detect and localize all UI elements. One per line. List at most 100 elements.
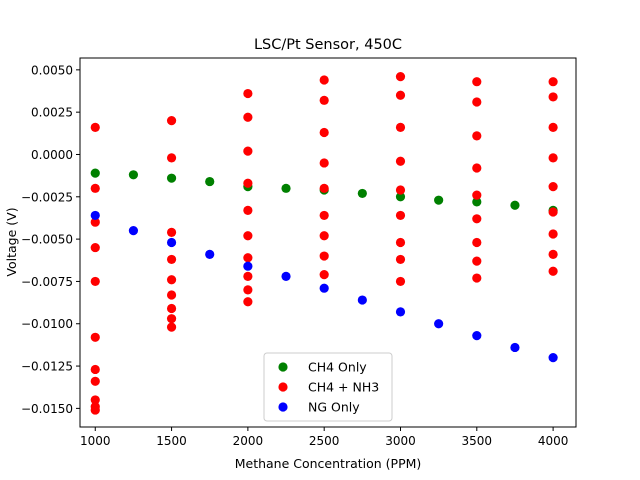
data-point: [395, 276, 406, 287]
data-point: [472, 163, 482, 173]
data-point: [472, 256, 482, 266]
data-point: [128, 170, 139, 180]
y-tick-label: −0.0025: [21, 190, 73, 204]
data-point: [166, 153, 177, 163]
data-point: [548, 249, 558, 259]
data-point: [357, 188, 367, 199]
data-point: [90, 210, 100, 221]
legend-label: NG Only: [308, 400, 360, 415]
data-point: [243, 112, 253, 122]
legend-marker: [278, 402, 288, 412]
data-point: [90, 276, 100, 287]
data-point: [90, 217, 100, 227]
y-tick-label: −0.0050: [21, 233, 73, 247]
data-point: [128, 226, 139, 236]
x-tick-label: 2500: [309, 434, 340, 448]
data-point: [166, 227, 177, 237]
x-tick-label: 2000: [233, 434, 264, 448]
data-point: [472, 273, 482, 283]
y-tick-label: −0.0150: [21, 402, 73, 416]
data-point: [205, 176, 215, 187]
data-point: [395, 72, 406, 82]
data-point: [548, 207, 558, 217]
data-point: [395, 122, 406, 132]
data-point: [548, 77, 558, 87]
data-point: [319, 270, 329, 280]
data-point: [548, 92, 558, 102]
data-point: [243, 253, 253, 263]
data-point: [243, 205, 253, 215]
data-point: [243, 285, 253, 295]
data-point: [166, 314, 177, 324]
y-axis-label: Voltage (V): [4, 207, 19, 276]
data-point: [395, 156, 406, 166]
legend-box: [263, 352, 393, 422]
data-point: [319, 127, 329, 138]
data-point: [90, 242, 100, 253]
data-point: [472, 197, 482, 207]
x-tick-label: 1000: [80, 434, 111, 448]
data-point: [90, 395, 100, 405]
data-point: [472, 214, 482, 224]
data-point: [281, 271, 291, 281]
data-point: [548, 122, 558, 132]
data-point: [90, 405, 100, 415]
legend-marker: [278, 362, 288, 372]
y-tick-label: 0.0025: [31, 106, 73, 120]
data-point: [395, 90, 406, 100]
data-point: [395, 192, 406, 202]
data-point: [319, 231, 329, 241]
data-point: [548, 153, 558, 163]
series-2-points: [90, 72, 558, 415]
y-tick-label: 0.0000: [31, 148, 73, 162]
data-point: [90, 183, 100, 193]
data-point: [166, 116, 177, 126]
data-point: [243, 261, 253, 271]
x-axis: 1000 1500 2000 2500 3000 3500 4000: [80, 427, 568, 448]
series-3-points: [90, 210, 558, 363]
data-point: [319, 251, 329, 261]
legend: CH4 Only CH4 + NH3 NG Only: [263, 352, 393, 422]
data-point: [548, 182, 558, 192]
data-point: [166, 173, 177, 183]
data-point: [90, 332, 100, 342]
data-point: [319, 158, 329, 168]
data-point: [90, 122, 100, 132]
data-point: [510, 200, 520, 210]
y-axis: 0.0050 0.0025 0.0000 −0.0025 −0.0050 −0.0075 −…: [21, 63, 80, 416]
plot-marks: [90, 72, 558, 415]
data-point: [548, 229, 558, 239]
data-point: [319, 75, 329, 85]
legend-label: CH4 Only: [308, 360, 367, 375]
data-point: [166, 322, 177, 332]
data-point: [166, 237, 177, 248]
data-point: [243, 271, 253, 281]
data-point: [90, 168, 100, 178]
data-point: [434, 319, 444, 329]
y-tick-label: −0.0075: [21, 275, 73, 289]
data-point: [166, 275, 177, 285]
data-point: [472, 330, 482, 341]
plot-area-frame: [79, 57, 577, 428]
data-point: [510, 342, 520, 353]
legend-marker: [278, 382, 288, 392]
data-point: [472, 237, 482, 248]
legend-label: CH4 + NH3: [308, 380, 379, 395]
data-point: [243, 231, 253, 241]
data-point: [243, 146, 253, 156]
data-point: [434, 195, 444, 205]
data-point: [90, 364, 100, 375]
data-point: [166, 290, 177, 300]
data-point: [395, 254, 406, 265]
data-point: [243, 297, 253, 307]
data-point: [166, 303, 177, 314]
data-point: [357, 295, 367, 305]
data-point: [319, 95, 329, 105]
data-point: [395, 185, 406, 195]
data-point: [548, 353, 558, 363]
x-axis-label: Methane Concentration (PPM): [235, 456, 422, 471]
chart-title: LSC/Pt Sensor, 450C: [254, 37, 402, 53]
data-point: [472, 190, 482, 200]
data-point: [243, 178, 253, 188]
x-tick-label: 1500: [156, 434, 187, 448]
